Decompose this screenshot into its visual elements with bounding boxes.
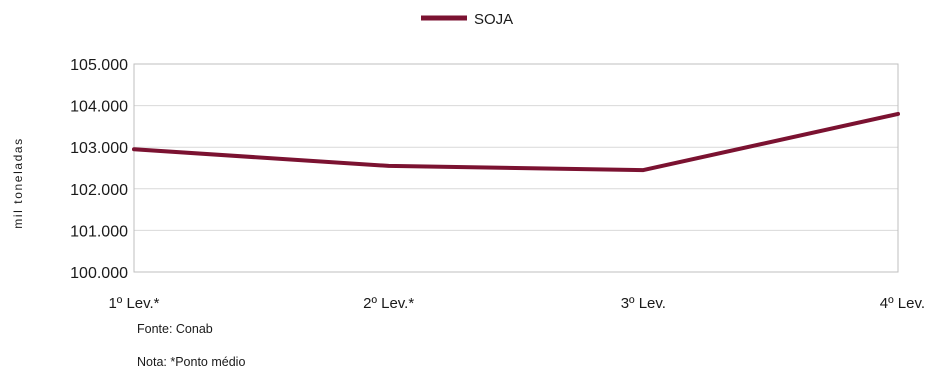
footnote: Nota: *Ponto médio xyxy=(137,355,246,369)
source-note: Fonte: Conab xyxy=(137,322,213,336)
legend-label-soja: SOJA xyxy=(474,11,513,28)
line-chart: SOJA 100.000 101.000 102.000 103.000 104.000… xyxy=(11,11,925,312)
y-tick-label: 105.000 xyxy=(70,57,128,74)
x-tick-label: 2º Lev.* xyxy=(363,295,414,312)
x-tick-label: 4º Lev. xyxy=(880,295,925,312)
y-axis-label: mil toneladas xyxy=(11,137,25,229)
y-tick-label: 100.000 xyxy=(70,265,128,282)
x-axis-tick-labels: 1º Lev.* 2º Lev.* 3º Lev. 4º Lev. xyxy=(108,295,925,312)
series-line-soja xyxy=(132,111,900,173)
y-tick-label: 103.000 xyxy=(70,140,128,157)
x-tick-label: 3º Lev. xyxy=(621,295,666,312)
y-tick-label: 102.000 xyxy=(70,182,128,199)
y-axis-tick-labels: 100.000 101.000 102.000 103.000 104.000 105.0… xyxy=(70,57,128,282)
plot-area-border xyxy=(133,63,899,273)
y-tick-label: 104.000 xyxy=(70,99,128,116)
x-tick-label: 1º Lev.* xyxy=(108,295,159,312)
y-tick-label: 101.000 xyxy=(70,223,128,240)
chart-legend: SOJA xyxy=(421,11,513,28)
